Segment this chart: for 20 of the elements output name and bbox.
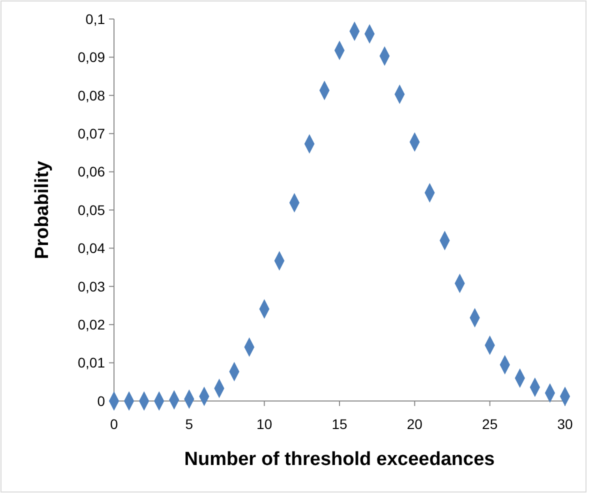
x-axis-title: Number of threshold exceedances <box>184 449 495 470</box>
x-tick-label: 15 <box>332 416 348 432</box>
y-tick-label: 0,09 <box>78 49 106 66</box>
y-tick-label: 0,1 <box>86 10 106 27</box>
y-tick-label: 0,04 <box>78 240 106 256</box>
y-tick-label: 0,08 <box>78 87 106 104</box>
y-tick-label: 0,01 <box>78 354 106 371</box>
y-tick-label: 0 <box>97 392 106 409</box>
y-tick-label: 0,05 <box>78 202 106 218</box>
y-tick-label: 0,07 <box>78 126 106 142</box>
y-tick-label: 0,02 <box>78 316 106 332</box>
x-tick-label: 5 <box>185 416 194 432</box>
y-tick-label: 0,06 <box>78 164 106 180</box>
x-tick-label: 10 <box>256 416 272 432</box>
x-tick-label: 20 <box>406 416 423 432</box>
x-tick-label: 25 <box>482 416 498 432</box>
x-tick-label: 0 <box>110 416 118 432</box>
y-axis-title: Probability <box>32 160 53 260</box>
y-tick-label: 0,03 <box>78 278 106 294</box>
x-tick-label: 30 <box>557 416 573 432</box>
